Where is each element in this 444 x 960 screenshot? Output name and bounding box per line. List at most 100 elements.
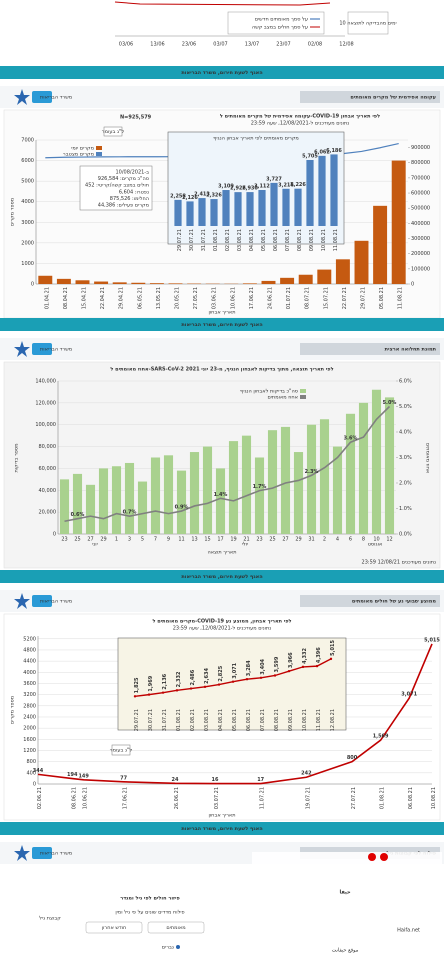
x-tick-label: 08.04.21: [63, 287, 69, 309]
chart-subtitle: נתונים מעודכנים ל-12/08/2021, שעה 23:59: [173, 626, 272, 632]
data-label: 6,186: [326, 148, 342, 154]
y2-tick-label: 5.0%: [399, 404, 412, 410]
y-tick-label: 7000: [21, 138, 34, 144]
x-tick-label: 29.04.21: [119, 287, 125, 309]
x-tick-label: 2: [323, 537, 326, 543]
line: [64, 405, 391, 523]
logo-text: משרד הבריאות: [40, 347, 72, 353]
x-tick-label: 15: [204, 537, 210, 543]
bar: [222, 190, 230, 226]
x-tick-label: 01.08.21: [380, 787, 386, 809]
y-tick-label: 6000: [21, 158, 34, 164]
x-tick-label: 7: [154, 537, 157, 543]
x-tick-label: 27.05.21: [193, 287, 199, 309]
data-label: 3,071: [401, 692, 417, 698]
data-label: 0.9%: [175, 505, 189, 511]
bar: [280, 277, 295, 284]
x-tick-label: 03/07: [213, 42, 227, 48]
data-label: 5,015: [330, 640, 336, 656]
info-line: חולים במצב קשה/קריטי: 452: [85, 183, 149, 189]
x-tick-label: 27.07.21: [351, 787, 357, 809]
x-tick-label: 06.05.21: [137, 287, 143, 309]
data-label: 3.6%: [344, 436, 358, 442]
data-label: 6,062: [314, 149, 330, 155]
x-tick-label: 31.07.21: [162, 709, 168, 731]
bar: [168, 283, 183, 284]
x-tick-label: 9: [167, 537, 170, 543]
section-heading-bar: [300, 343, 440, 355]
y-tick-label: 20,000: [39, 510, 57, 516]
x-tick-label: 13/07: [245, 42, 259, 48]
bar: [335, 259, 350, 284]
data-label: 3,284: [246, 660, 252, 676]
bar: [210, 199, 218, 226]
point: [133, 695, 137, 698]
x-tick-label: 15.04.21: [82, 287, 88, 309]
x-tick-label: 03.06.21: [212, 287, 218, 309]
bar: [306, 159, 314, 226]
x-tick-label: 03.08.21: [237, 229, 243, 251]
logo: [14, 845, 52, 861]
dropdown[interactable]: [85, 921, 143, 934]
x-tick-label: 23/06: [182, 42, 196, 48]
data-label: 2,126: [182, 195, 198, 201]
logo-text: משרד הבריאות: [40, 95, 72, 101]
legend-label: על סמך חולים במצב קשה: [252, 25, 308, 31]
point: [217, 683, 221, 686]
x-tick-label: 08.07.21: [305, 287, 311, 309]
x-axis-label: תאריך אבחון: [208, 310, 235, 316]
banner: [0, 570, 444, 583]
x-tick-label: 03/06: [119, 42, 133, 48]
y-tick-label: 5000: [21, 179, 34, 185]
data-label: 0.6%: [71, 512, 85, 518]
x-tick-label: 13: [191, 537, 197, 543]
y2-tick-label: 1.0%: [399, 506, 412, 512]
banner-text: האגף לשעת חירום, משרד הבריאות: [181, 70, 262, 76]
x-tick-label: 06.08.21: [408, 787, 414, 809]
x-tick-label: 3: [128, 537, 131, 543]
legend-label: מקרים מצטבר: [63, 152, 94, 158]
data-label: 2,926: [230, 186, 246, 192]
data-label: 2,332: [176, 671, 182, 687]
bar: [202, 446, 213, 534]
x-tick-label: 17.06.21: [249, 287, 255, 309]
data-label: 1.7%: [253, 484, 267, 490]
x-tick-label: 02.06.21: [37, 787, 43, 809]
bar: [149, 283, 164, 284]
y-tick-label: 2800: [23, 703, 36, 709]
data-label: 17: [257, 777, 264, 783]
bar: [246, 192, 254, 226]
legend-dot: [176, 945, 180, 949]
x-tick-label: 03.08.21: [204, 709, 210, 731]
logo-star: [14, 341, 30, 357]
x-tick-label: 27: [87, 537, 93, 543]
info-line: 10/08/2021-ב: [115, 170, 149, 176]
y-tick-label: 4000: [23, 670, 36, 676]
bar: [228, 441, 239, 534]
x-tick-label: 08.08.21: [297, 229, 303, 251]
x-tick-label: 06.08.21: [246, 709, 252, 731]
dropdown[interactable]: [147, 921, 205, 934]
legend-swatch: [300, 389, 306, 393]
y-tick-label: 2000: [21, 240, 34, 246]
logo-star: [14, 89, 30, 105]
bar: [59, 479, 70, 534]
data-label: 16: [212, 777, 219, 783]
chart-subtitle: נתונים מעודכנים ל-12/08/2021, שעה 23:59: [251, 121, 350, 127]
bar: [56, 278, 71, 284]
banner-text: האגף לשעת חירום, משרד הבריאות: [181, 826, 262, 832]
y-tick-label: 1200: [23, 748, 36, 754]
bar: [75, 280, 90, 284]
inset-title: מקרים מאומתים לפי תאריך אבחון הנגיף: [213, 136, 299, 142]
data-label: 149: [78, 773, 89, 779]
bar: [176, 470, 187, 534]
point: [147, 693, 151, 696]
bar: [270, 182, 278, 226]
y2-tick-label: 4.0%: [399, 430, 412, 436]
data-label: 3,404: [260, 658, 266, 674]
x-tick-label: 29.07.21: [361, 287, 367, 309]
x-tick-label: 01.07.21: [286, 287, 292, 309]
x-tick-label: 11.08.21: [333, 229, 339, 251]
y2-tick-label: 800000: [411, 160, 430, 166]
x-tick-label: 11.08.21: [316, 709, 322, 731]
